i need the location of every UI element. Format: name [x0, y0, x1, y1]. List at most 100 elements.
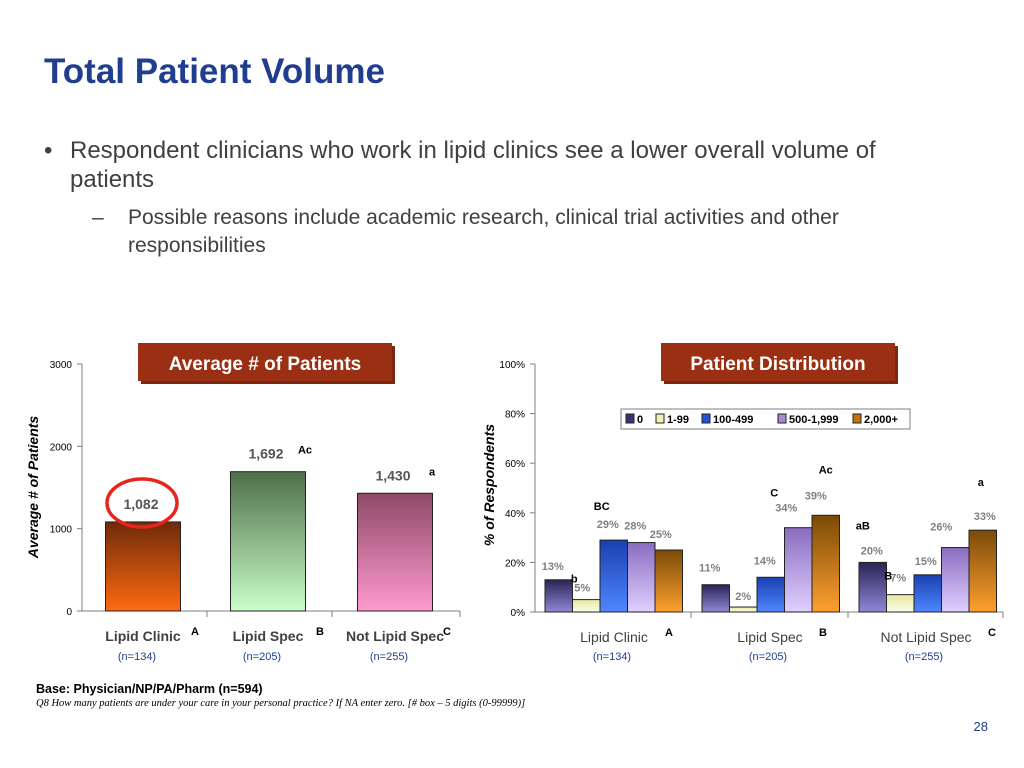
value-label: 7% — [890, 573, 906, 585]
sample-size-label: (n=205) — [749, 651, 787, 663]
x-axis-ticks — [690, 612, 1004, 618]
legend-swatch — [852, 413, 862, 424]
value-label: 5% — [574, 583, 590, 595]
question-note: Q8 How many patients are under your care… — [36, 698, 526, 709]
chart-header-title: Patient Distribution — [690, 354, 865, 375]
significance-label: BC — [594, 501, 610, 513]
category-label: Lipid Clinic — [580, 629, 648, 645]
bars — [105, 471, 433, 612]
bar — [544, 579, 573, 613]
x-axis-ticks — [206, 611, 461, 617]
y-tick-label: 60% — [505, 459, 525, 470]
category-letter: C — [443, 626, 451, 638]
y-axis-ticks: 0 1000 2000 3000 — [50, 360, 82, 618]
value-label: 28% — [624, 521, 646, 533]
category-letter: A — [191, 626, 199, 638]
category-label: Not Lipid Spec — [880, 629, 971, 645]
bar — [230, 471, 306, 612]
legend-label: 2,000+ — [864, 414, 898, 426]
legend-label: 100-499 — [713, 414, 753, 426]
sub-bullet-item: – Possible reasons include academic rese… — [44, 204, 964, 260]
value-label: 29% — [597, 519, 619, 531]
value-label: 14% — [754, 555, 776, 567]
average-patients-chart: Average # of Patients Average # of Patie… — [25, 343, 461, 663]
patient-distribution-chart: Patient Distribution % of Respondents 0%… — [481, 343, 1004, 663]
category-labels: Lipid Clinic A (n=134) Lipid Spec B (n=205) No… — [580, 627, 996, 663]
page-number: 28 — [973, 719, 988, 734]
bar — [968, 529, 997, 613]
value-label: 1,082 — [123, 496, 158, 512]
value-label: 13% — [542, 561, 564, 573]
significance-label: b — [571, 574, 578, 586]
sample-size-label: (n=134) — [118, 651, 156, 663]
category-label: Lipid Clinic — [105, 628, 181, 644]
y-tick-label: 0 — [66, 607, 72, 618]
bar — [941, 547, 970, 613]
legend-swatch — [655, 413, 665, 424]
category-letter: A — [665, 627, 673, 639]
highlight-circle — [105, 477, 179, 529]
bar — [105, 521, 181, 612]
value-label: 25% — [650, 529, 672, 541]
chart-header-box — [661, 343, 895, 381]
significance-label: aB — [856, 520, 870, 532]
legend-swatch — [625, 413, 635, 424]
value-label: 15% — [915, 556, 937, 568]
bullet-list: • Respondent clinicians who work in lipi… — [44, 136, 964, 260]
y-axis-label: Average # of Patients — [25, 416, 41, 560]
y-tick-label: 3000 — [50, 360, 73, 371]
bar — [811, 514, 840, 613]
value-label: 11% — [699, 563, 721, 575]
chart-header-title: Average # of Patients — [169, 354, 362, 375]
data-labels: 1,082 1,692 Ac 1,430 a — [123, 445, 435, 512]
sample-size-label: (n=255) — [905, 651, 943, 663]
y-axis-label: % of Respondents — [481, 424, 497, 546]
value-label: 26% — [930, 522, 952, 534]
chart-header-box — [138, 343, 392, 381]
value-label: 2% — [735, 591, 751, 603]
legend-swatch — [701, 413, 711, 424]
bar — [756, 576, 785, 613]
y-tick-label: 0% — [511, 608, 526, 619]
value-label: 33% — [974, 511, 996, 523]
legend-swatch — [777, 413, 787, 424]
category-letter: B — [819, 627, 827, 639]
value-label: 39% — [805, 490, 827, 502]
bar — [627, 542, 656, 613]
bar — [784, 527, 813, 613]
y-tick-label: 20% — [505, 558, 525, 569]
page-title: Total Patient Volume — [44, 52, 385, 91]
y-tick-label: 80% — [505, 410, 525, 421]
legend-label: 500-1,999 — [789, 414, 839, 426]
y-axis-ticks: 0% 20% 40% 60% 80% 100% — [499, 360, 535, 619]
sample-size-label: (n=134) — [593, 651, 631, 663]
legend-label: 0 — [637, 414, 643, 426]
bar — [701, 584, 730, 613]
legend-box — [620, 408, 911, 430]
base-note: Base: Physician/NP/PA/Pharm (n=594) — [36, 682, 263, 696]
bar — [913, 574, 942, 613]
significance-label: a — [429, 466, 436, 478]
category-letter: C — [988, 627, 996, 639]
bar — [858, 561, 887, 613]
value-label: 1,692 — [248, 446, 283, 462]
category-label: Lipid Spec — [233, 628, 304, 644]
bars — [544, 514, 997, 613]
legend: 0 1-99 100-499 500-1,999 2,000+ — [625, 413, 898, 426]
bullet-item: • Respondent clinicians who work in lipi… — [44, 136, 964, 194]
category-labels: Lipid Clinic A (n=134) Lipid Spec B (n=205) No… — [105, 626, 451, 663]
category-label: Lipid Spec — [737, 629, 802, 645]
bar — [357, 492, 433, 612]
y-tick-label: 1000 — [50, 525, 73, 536]
bar — [572, 599, 601, 613]
bar — [886, 594, 915, 613]
value-label: 34% — [775, 503, 797, 515]
bar — [729, 606, 758, 613]
data-labels: 13% 11% 20% aB 5%b 2% 7%B 29% BC 14% 15% 28% 34% C 26%… — [542, 464, 996, 603]
bar — [654, 549, 683, 613]
sample-size-label: (n=205) — [243, 651, 281, 663]
sample-size-label: (n=255) — [370, 651, 408, 663]
category-label: Not Lipid Spec — [346, 628, 444, 644]
sub-bullet-marker: – — [92, 206, 104, 229]
